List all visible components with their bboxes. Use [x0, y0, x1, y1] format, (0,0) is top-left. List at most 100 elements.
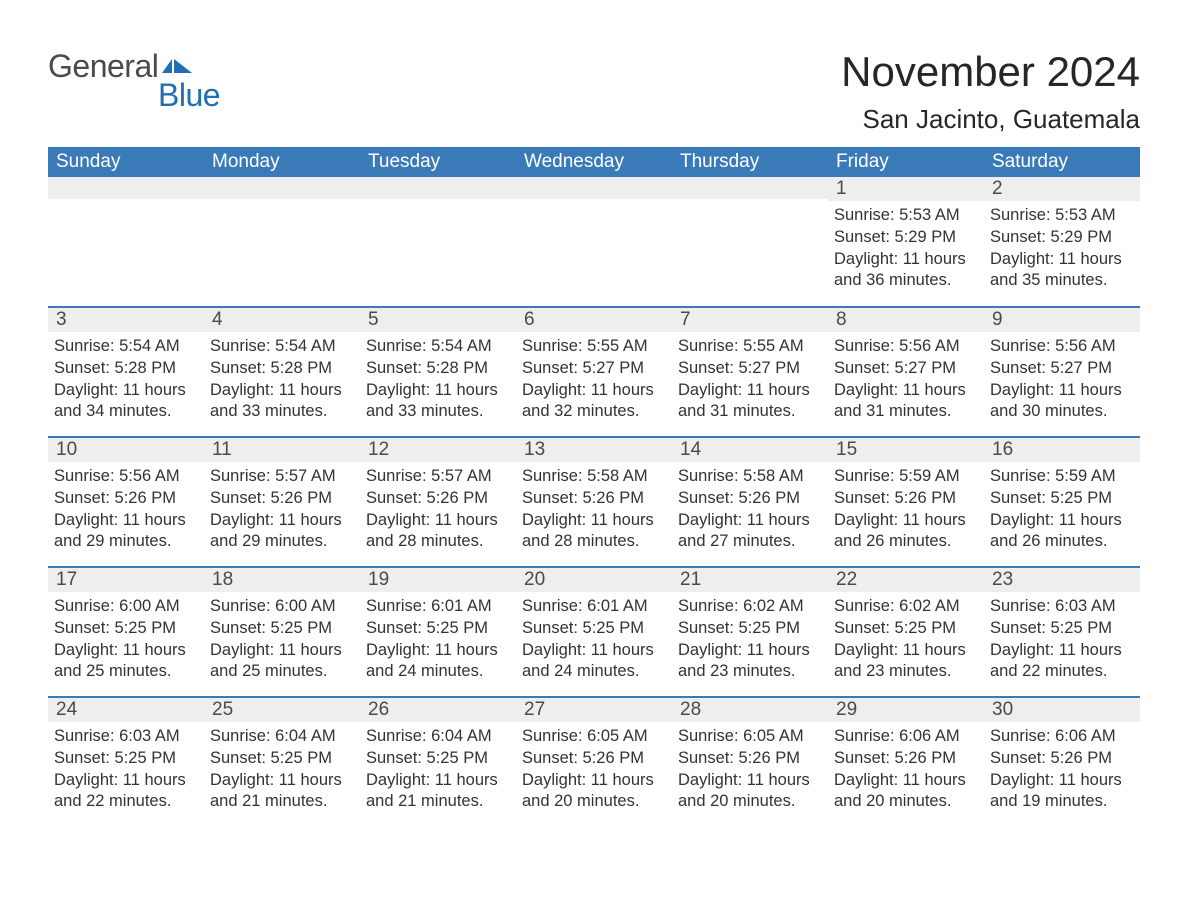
sunset-value: Sunset: 5:25 PM — [366, 748, 510, 770]
brand-word2: Blue — [158, 77, 220, 114]
sunrise-value: Sunrise: 6:04 AM — [366, 726, 510, 748]
day-details: Sunrise: 5:55 AMSunset: 5:27 PMDaylight:… — [516, 332, 672, 427]
calendar-cell: 25Sunrise: 6:04 AMSunset: 5:25 PMDayligh… — [204, 697, 360, 827]
calendar-cell: 20Sunrise: 6:01 AMSunset: 5:25 PMDayligh… — [516, 567, 672, 697]
sunset-value: Sunset: 5:26 PM — [210, 488, 354, 510]
day-number: 20 — [516, 568, 672, 592]
day-details: Sunrise: 6:02 AMSunset: 5:25 PMDaylight:… — [828, 592, 984, 687]
calendar-cell: 28Sunrise: 6:05 AMSunset: 5:26 PMDayligh… — [672, 697, 828, 827]
day-number: 6 — [516, 308, 672, 332]
daylight-line1: Daylight: 11 hours — [522, 770, 666, 792]
sunrise-value: Sunrise: 6:01 AM — [366, 596, 510, 618]
day-details: Sunrise: 5:59 AMSunset: 5:26 PMDaylight:… — [828, 462, 984, 557]
calendar-week-row: 24Sunrise: 6:03 AMSunset: 5:25 PMDayligh… — [48, 697, 1140, 827]
calendar-cell: 1Sunrise: 5:53 AMSunset: 5:29 PMDaylight… — [828, 177, 984, 307]
calendar-cell: 30Sunrise: 6:06 AMSunset: 5:26 PMDayligh… — [984, 697, 1140, 827]
day-details: Sunrise: 5:54 AMSunset: 5:28 PMDaylight:… — [360, 332, 516, 427]
calendar-cell: 14Sunrise: 5:58 AMSunset: 5:26 PMDayligh… — [672, 437, 828, 567]
calendar-cell: 13Sunrise: 5:58 AMSunset: 5:26 PMDayligh… — [516, 437, 672, 567]
calendar-cell: 18Sunrise: 6:00 AMSunset: 5:25 PMDayligh… — [204, 567, 360, 697]
daylight-line1: Daylight: 11 hours — [834, 770, 978, 792]
daylight-line2: and 26 minutes. — [834, 531, 978, 553]
calendar-cell: 29Sunrise: 6:06 AMSunset: 5:26 PMDayligh… — [828, 697, 984, 827]
day-number: 5 — [360, 308, 516, 332]
daylight-line2: and 26 minutes. — [990, 531, 1134, 553]
sunrise-value: Sunrise: 5:59 AM — [990, 466, 1134, 488]
day-details: Sunrise: 5:56 AMSunset: 5:26 PMDaylight:… — [48, 462, 204, 557]
day-number: 28 — [672, 698, 828, 722]
sunset-value: Sunset: 5:26 PM — [366, 488, 510, 510]
sunset-value: Sunset: 5:26 PM — [522, 748, 666, 770]
sunrise-value: Sunrise: 6:02 AM — [678, 596, 822, 618]
sunrise-value: Sunrise: 5:57 AM — [210, 466, 354, 488]
sunrise-value: Sunrise: 5:56 AM — [834, 336, 978, 358]
daylight-line1: Daylight: 11 hours — [990, 249, 1134, 271]
day-number: 3 — [48, 308, 204, 332]
daylight-line2: and 24 minutes. — [366, 661, 510, 683]
calendar-cell: 12Sunrise: 5:57 AMSunset: 5:26 PMDayligh… — [360, 437, 516, 567]
calendar-cell: 24Sunrise: 6:03 AMSunset: 5:25 PMDayligh… — [48, 697, 204, 827]
daylight-line1: Daylight: 11 hours — [834, 249, 978, 271]
sunset-value: Sunset: 5:28 PM — [210, 358, 354, 380]
calendar-cell: 3Sunrise: 5:54 AMSunset: 5:28 PMDaylight… — [48, 307, 204, 437]
sunrise-value: Sunrise: 5:53 AM — [834, 205, 978, 227]
sunset-value: Sunset: 5:25 PM — [54, 618, 198, 640]
daylight-line2: and 33 minutes. — [210, 401, 354, 423]
daylight-line2: and 23 minutes. — [678, 661, 822, 683]
page-header: General Blue November 2024 San Jacinto, … — [48, 48, 1140, 135]
sunset-value: Sunset: 5:27 PM — [522, 358, 666, 380]
day-number: 10 — [48, 438, 204, 462]
calendar-week-row: 3Sunrise: 5:54 AMSunset: 5:28 PMDaylight… — [48, 307, 1140, 437]
daylight-line2: and 36 minutes. — [834, 270, 978, 292]
day-number: 15 — [828, 438, 984, 462]
daylight-line2: and 30 minutes. — [990, 401, 1134, 423]
day-details: Sunrise: 5:55 AMSunset: 5:27 PMDaylight:… — [672, 332, 828, 427]
day-details: Sunrise: 6:05 AMSunset: 5:26 PMDaylight:… — [672, 722, 828, 817]
weekday-header: Friday — [828, 147, 984, 177]
calendar-week-row: 1Sunrise: 5:53 AMSunset: 5:29 PMDaylight… — [48, 177, 1140, 307]
day-details: Sunrise: 6:02 AMSunset: 5:25 PMDaylight:… — [672, 592, 828, 687]
sunrise-value: Sunrise: 5:55 AM — [522, 336, 666, 358]
calendar-cell: 11Sunrise: 5:57 AMSunset: 5:26 PMDayligh… — [204, 437, 360, 567]
day-details: Sunrise: 5:54 AMSunset: 5:28 PMDaylight:… — [48, 332, 204, 427]
day-number: 17 — [48, 568, 204, 592]
calendar-cell: 15Sunrise: 5:59 AMSunset: 5:26 PMDayligh… — [828, 437, 984, 567]
sunrise-value: Sunrise: 5:54 AM — [54, 336, 198, 358]
empty-day-strip — [516, 177, 672, 199]
day-number: 13 — [516, 438, 672, 462]
day-number: 4 — [204, 308, 360, 332]
daylight-line1: Daylight: 11 hours — [834, 380, 978, 402]
daylight-line2: and 27 minutes. — [678, 531, 822, 553]
day-number: 12 — [360, 438, 516, 462]
daylight-line2: and 31 minutes. — [678, 401, 822, 423]
sunset-value: Sunset: 5:25 PM — [522, 618, 666, 640]
brand-word1: General — [48, 48, 158, 85]
calendar-cell: 4Sunrise: 5:54 AMSunset: 5:28 PMDaylight… — [204, 307, 360, 437]
daylight-line1: Daylight: 11 hours — [54, 770, 198, 792]
calendar-cell: 19Sunrise: 6:01 AMSunset: 5:25 PMDayligh… — [360, 567, 516, 697]
title-block: November 2024 San Jacinto, Guatemala — [841, 48, 1140, 135]
daylight-line2: and 28 minutes. — [366, 531, 510, 553]
calendar-header-row: SundayMondayTuesdayWednesdayThursdayFrid… — [48, 147, 1140, 177]
sunset-value: Sunset: 5:27 PM — [678, 358, 822, 380]
sunset-value: Sunset: 5:25 PM — [210, 748, 354, 770]
calendar-cell: 17Sunrise: 6:00 AMSunset: 5:25 PMDayligh… — [48, 567, 204, 697]
sunrise-value: Sunrise: 6:00 AM — [210, 596, 354, 618]
day-number: 18 — [204, 568, 360, 592]
sunrise-value: Sunrise: 6:00 AM — [54, 596, 198, 618]
sunrise-value: Sunrise: 6:06 AM — [990, 726, 1134, 748]
sunrise-value: Sunrise: 6:02 AM — [834, 596, 978, 618]
daylight-line2: and 20 minutes. — [678, 791, 822, 813]
calendar-cell — [360, 177, 516, 307]
sunset-value: Sunset: 5:29 PM — [834, 227, 978, 249]
daylight-line1: Daylight: 11 hours — [990, 510, 1134, 532]
calendar-cell: 2Sunrise: 5:53 AMSunset: 5:29 PMDaylight… — [984, 177, 1140, 307]
day-details: Sunrise: 6:03 AMSunset: 5:25 PMDaylight:… — [984, 592, 1140, 687]
daylight-line1: Daylight: 11 hours — [366, 770, 510, 792]
sunrise-value: Sunrise: 5:57 AM — [366, 466, 510, 488]
sunrise-value: Sunrise: 6:03 AM — [990, 596, 1134, 618]
day-number: 29 — [828, 698, 984, 722]
daylight-line1: Daylight: 11 hours — [522, 510, 666, 532]
sunset-value: Sunset: 5:25 PM — [834, 618, 978, 640]
weekday-header: Monday — [204, 147, 360, 177]
